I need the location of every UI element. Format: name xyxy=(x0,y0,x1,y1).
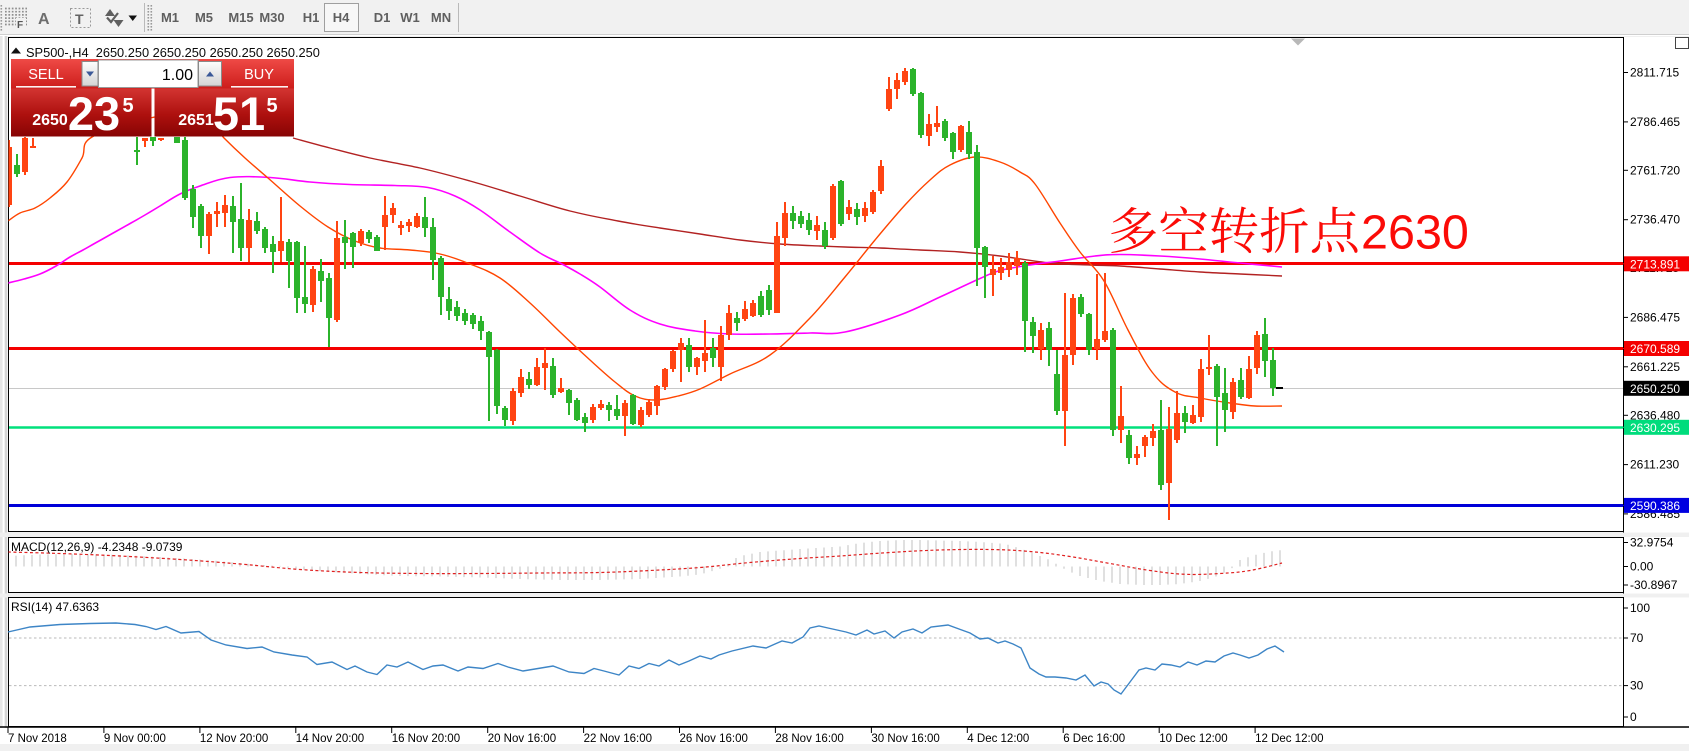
svg-text:2651: 2651 xyxy=(178,112,214,129)
svg-text:MN: MN xyxy=(431,10,451,25)
svg-text:16 Nov 20:00: 16 Nov 20:00 xyxy=(392,733,460,745)
svg-text:M5: M5 xyxy=(195,10,213,25)
svg-text:2590.386: 2590.386 xyxy=(1630,499,1680,513)
svg-text:30: 30 xyxy=(1630,679,1644,693)
svg-text:2630.295: 2630.295 xyxy=(1630,421,1680,435)
svg-text:2686.475: 2686.475 xyxy=(1630,310,1680,324)
svg-text:70: 70 xyxy=(1630,631,1644,645)
svg-text:20 Nov 16:00: 20 Nov 16:00 xyxy=(488,733,556,745)
svg-text:51: 51 xyxy=(213,87,265,140)
svg-text:RSI(14) 47.6363: RSI(14) 47.6363 xyxy=(11,600,99,614)
svg-text:26 Nov 16:00: 26 Nov 16:00 xyxy=(680,733,748,745)
svg-text:0.00: 0.00 xyxy=(1630,560,1654,574)
svg-text:2670.589: 2670.589 xyxy=(1630,342,1680,356)
svg-text:2786.465: 2786.465 xyxy=(1630,115,1680,129)
svg-text:2650.250: 2650.250 xyxy=(1630,382,1680,396)
svg-text:23: 23 xyxy=(68,87,120,140)
svg-text:2636.480: 2636.480 xyxy=(1630,408,1680,422)
svg-text:2661.225: 2661.225 xyxy=(1630,360,1680,374)
svg-text:2630: 2630 xyxy=(1361,205,1469,259)
svg-text:SELL: SELL xyxy=(28,67,63,83)
svg-text:T: T xyxy=(75,11,84,27)
svg-text:6 Dec 16:00: 6 Dec 16:00 xyxy=(1063,733,1125,745)
svg-text:2811.715: 2811.715 xyxy=(1630,66,1679,80)
svg-text:-30.8967: -30.8967 xyxy=(1630,578,1678,592)
svg-text:9 Nov 00:00: 9 Nov 00:00 xyxy=(104,733,166,745)
svg-text:2761.720: 2761.720 xyxy=(1630,163,1680,177)
svg-text:BUY: BUY xyxy=(244,67,274,83)
svg-text:2650: 2650 xyxy=(32,112,68,129)
svg-text:2713.891: 2713.891 xyxy=(1630,257,1680,271)
svg-text:5: 5 xyxy=(266,95,277,117)
svg-text:SP500-,H4 2650.250 2650.250 2: SP500-,H4 2650.250 2650.250 2650.250 265… xyxy=(26,45,320,60)
svg-text:12 Dec 12:00: 12 Dec 12:00 xyxy=(1255,733,1323,745)
svg-text:H1: H1 xyxy=(303,10,320,25)
svg-text:1.00: 1.00 xyxy=(162,67,193,84)
svg-text:F: F xyxy=(17,20,23,31)
svg-text:2611.230: 2611.230 xyxy=(1630,458,1679,472)
svg-text:M30: M30 xyxy=(259,10,284,25)
svg-text:12 Nov 20:00: 12 Nov 20:00 xyxy=(200,733,268,745)
svg-text:30 Nov 16:00: 30 Nov 16:00 xyxy=(871,733,939,745)
svg-text:MACD(12,26,9) -4.2348 -9.0739: MACD(12,26,9) -4.2348 -9.0739 xyxy=(11,540,183,554)
svg-text:10 Dec 12:00: 10 Dec 12:00 xyxy=(1159,733,1227,745)
svg-text:32.9754: 32.9754 xyxy=(1630,536,1674,550)
svg-text:100: 100 xyxy=(1630,601,1650,615)
svg-text:M1: M1 xyxy=(161,10,179,25)
svg-text:M15: M15 xyxy=(228,10,253,25)
svg-text:0: 0 xyxy=(1630,710,1637,724)
svg-text:A: A xyxy=(38,11,50,28)
svg-text:2736.470: 2736.470 xyxy=(1630,213,1680,227)
svg-text:5: 5 xyxy=(122,95,133,117)
svg-text:H4: H4 xyxy=(333,10,350,25)
svg-text:7 Nov 2018: 7 Nov 2018 xyxy=(8,733,67,745)
svg-text:4 Dec 12:00: 4 Dec 12:00 xyxy=(967,733,1029,745)
svg-text:W1: W1 xyxy=(400,10,420,25)
svg-text:D1: D1 xyxy=(374,10,391,25)
svg-text:22 Nov 16:00: 22 Nov 16:00 xyxy=(584,733,652,745)
svg-text:14 Nov 20:00: 14 Nov 20:00 xyxy=(296,733,364,745)
svg-text:28 Nov 16:00: 28 Nov 16:00 xyxy=(775,733,843,745)
